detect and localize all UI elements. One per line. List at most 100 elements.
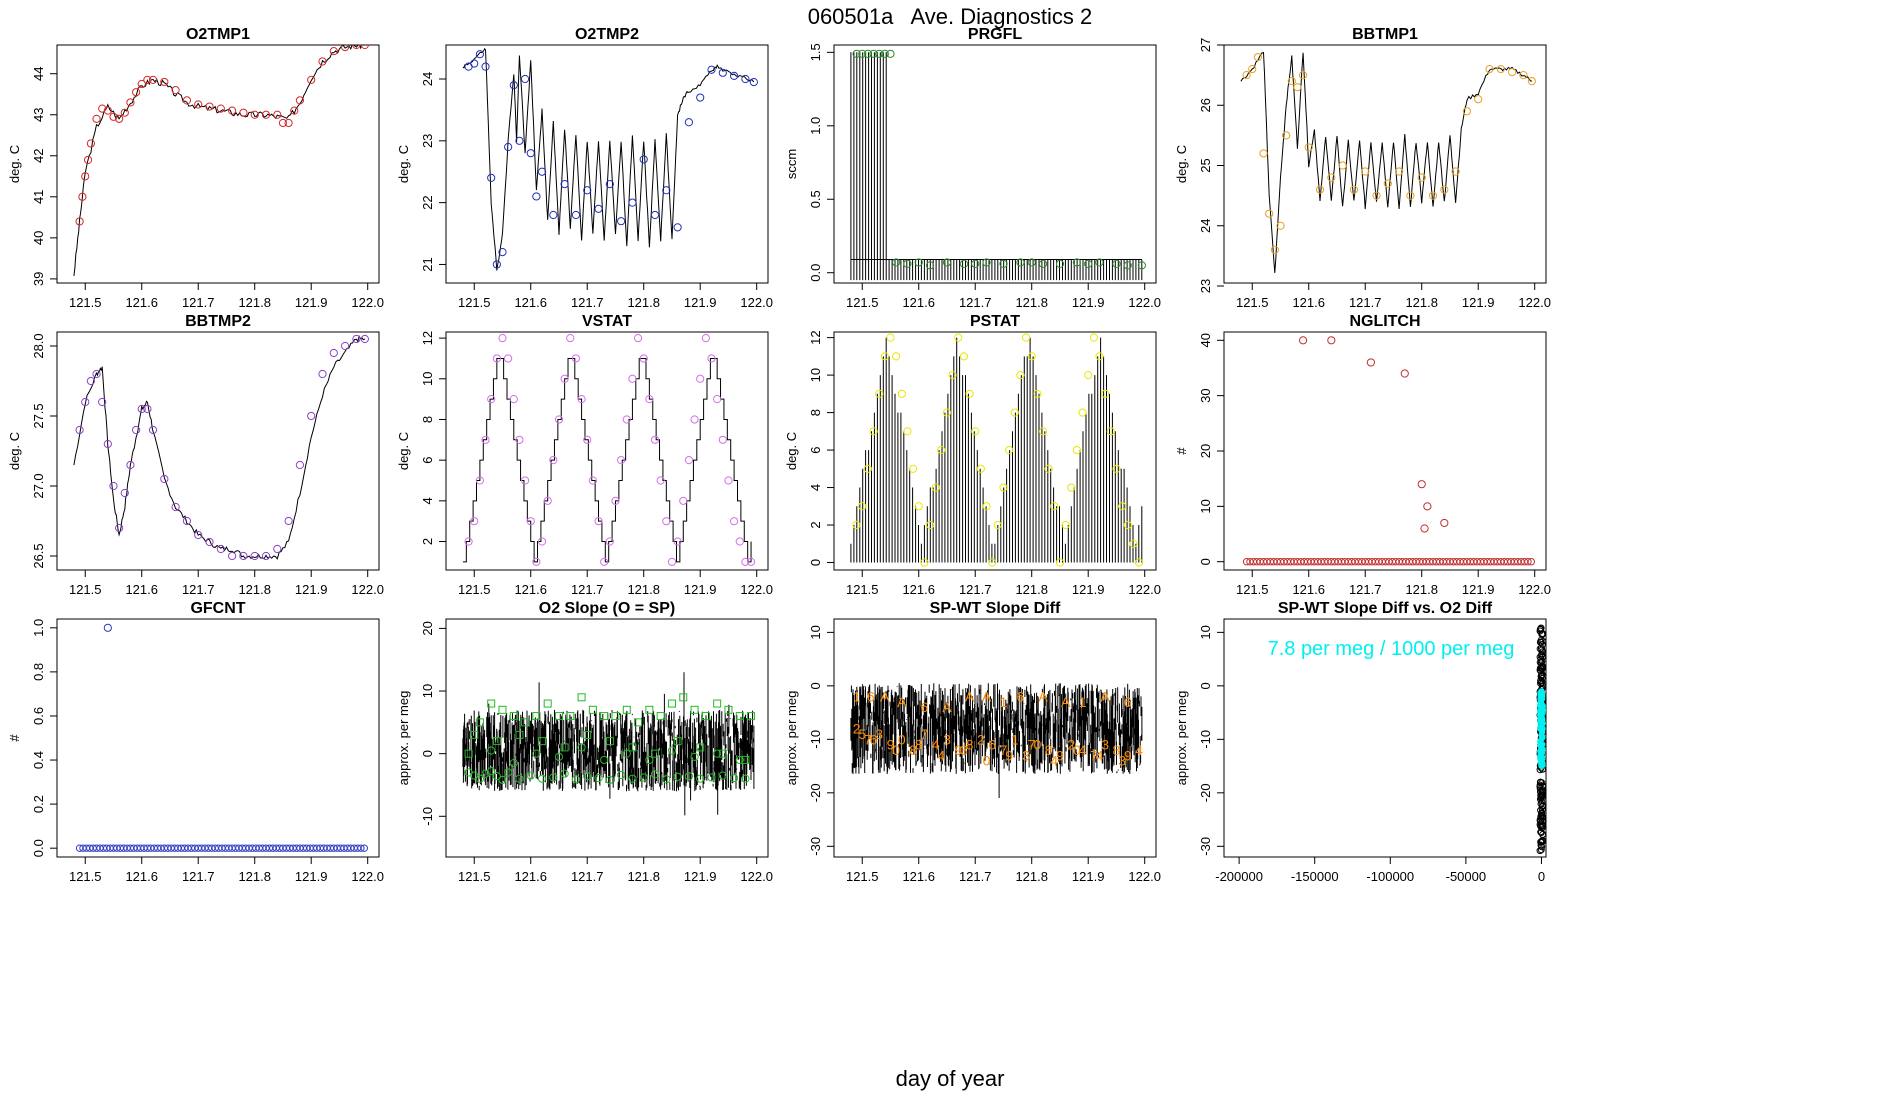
plot-frame (1223, 618, 1547, 858)
x-tick-label: 121.9 (295, 295, 328, 310)
point-label: 3 (1118, 753, 1126, 769)
fit-point (1539, 709, 1546, 716)
data-point (959, 259, 969, 269)
data-point (1400, 369, 1409, 378)
panel-bbtmp2: BBTMP2 121.5 121.6 121.7 121.8 121.9 122.0 26.5… (7, 313, 384, 597)
x-tick-label: 121.9 (1072, 295, 1105, 310)
data-point (1527, 77, 1536, 86)
square-point (538, 737, 547, 746)
data-point (1055, 558, 1065, 567)
data-point (999, 483, 1008, 492)
data-point (481, 62, 490, 71)
panel-vstat: VSTAT 121.5 121.6 121.7 121.8 121.9 122.0 2 4 6 8 1… (396, 313, 773, 597)
plot-frame (833, 44, 1157, 284)
data-point (92, 114, 101, 123)
data-point (684, 456, 694, 465)
data-point (1315, 185, 1325, 194)
square-point (651, 749, 660, 758)
x-tick-label: 121.7 (959, 869, 992, 884)
cluster-point (1537, 829, 1545, 837)
square-point (634, 718, 643, 727)
data-point (605, 179, 614, 189)
y-tick-label: 6 (420, 457, 435, 464)
point-label: 0 (892, 742, 900, 758)
circle-point (492, 772, 501, 781)
y-tick-label: 20 (420, 621, 435, 635)
data-point (696, 374, 705, 383)
point-label: A (982, 689, 992, 705)
plot-area (75, 623, 369, 852)
data-point (75, 217, 84, 226)
y-tick-label: 20 (1198, 444, 1213, 458)
y-tick-label: -10 (808, 730, 823, 749)
point-label: 0 (1033, 737, 1041, 753)
data-point (526, 149, 535, 158)
data-point (103, 623, 112, 632)
point-label: 2 (1067, 737, 1075, 753)
series-comb (850, 52, 1143, 281)
data-point (492, 354, 501, 363)
data-point (1428, 191, 1438, 200)
y-tick-label: -20 (1198, 783, 1213, 802)
x-tick-label: 121.7 (571, 295, 604, 310)
circle-point (735, 755, 744, 765)
x-tick-label: 121.9 (1072, 582, 1105, 597)
panel-title: BBTMP2 (185, 313, 251, 330)
cluster-point (1538, 809, 1546, 817)
circle-point (577, 743, 586, 752)
y-tick-label: 26.5 (31, 543, 46, 568)
square-point (656, 712, 665, 721)
data-point (741, 557, 750, 566)
circle-point (617, 770, 626, 780)
data-point (1016, 371, 1025, 380)
data-point (1304, 143, 1313, 152)
data-point (1242, 71, 1251, 80)
data-point (673, 537, 682, 546)
y-axis-label: approx. per meg (396, 691, 411, 786)
circle-point (628, 774, 637, 783)
x-tick-label: 121.6 (125, 295, 158, 310)
square-point (701, 712, 710, 721)
data-point (749, 77, 758, 87)
x-tick-label: -100000 (1366, 869, 1414, 884)
data-point (858, 49, 867, 58)
data-point (137, 404, 146, 414)
plot-frame (833, 331, 1157, 571)
data-point (1361, 167, 1370, 176)
x-tick-label: 122.0 (740, 582, 773, 597)
data-point (205, 102, 214, 111)
y-tick-label: 40 (1198, 333, 1213, 347)
plot-frame (445, 44, 769, 284)
data-point (143, 75, 152, 84)
data-point (498, 247, 507, 257)
data-point (942, 258, 952, 267)
cluster-point (1537, 846, 1545, 854)
point-label: 3 (875, 726, 883, 742)
y-tick-label: 10 (420, 684, 435, 698)
data-point (1287, 77, 1296, 86)
data-point (1055, 259, 1065, 269)
plot-frame (56, 618, 380, 858)
plot-frame (56, 44, 380, 284)
data-point (109, 481, 118, 491)
y-tick-label: 39 (31, 272, 46, 286)
square-point (492, 737, 501, 746)
data-point (137, 79, 146, 89)
plot-frame (445, 331, 769, 571)
y-tick-label: 1.0 (808, 117, 823, 135)
y-tick-label: 0.2 (31, 795, 46, 813)
square-point (543, 699, 552, 708)
data-point (880, 352, 889, 361)
square-point (724, 705, 733, 714)
point-label: A (942, 699, 952, 715)
point-label: 1 (1011, 731, 1019, 747)
data-point (261, 551, 271, 561)
data-point (86, 139, 95, 148)
point-label: 3 (943, 731, 951, 747)
square-point (645, 705, 654, 714)
y-tick-label: 4 (420, 497, 435, 504)
square-point (566, 712, 575, 721)
panel-o2slope: O2 Slope (O = SP) 121.5 121.6 121.7 121.8 121… (396, 600, 773, 884)
data-point (875, 49, 884, 58)
square-point (498, 705, 507, 714)
